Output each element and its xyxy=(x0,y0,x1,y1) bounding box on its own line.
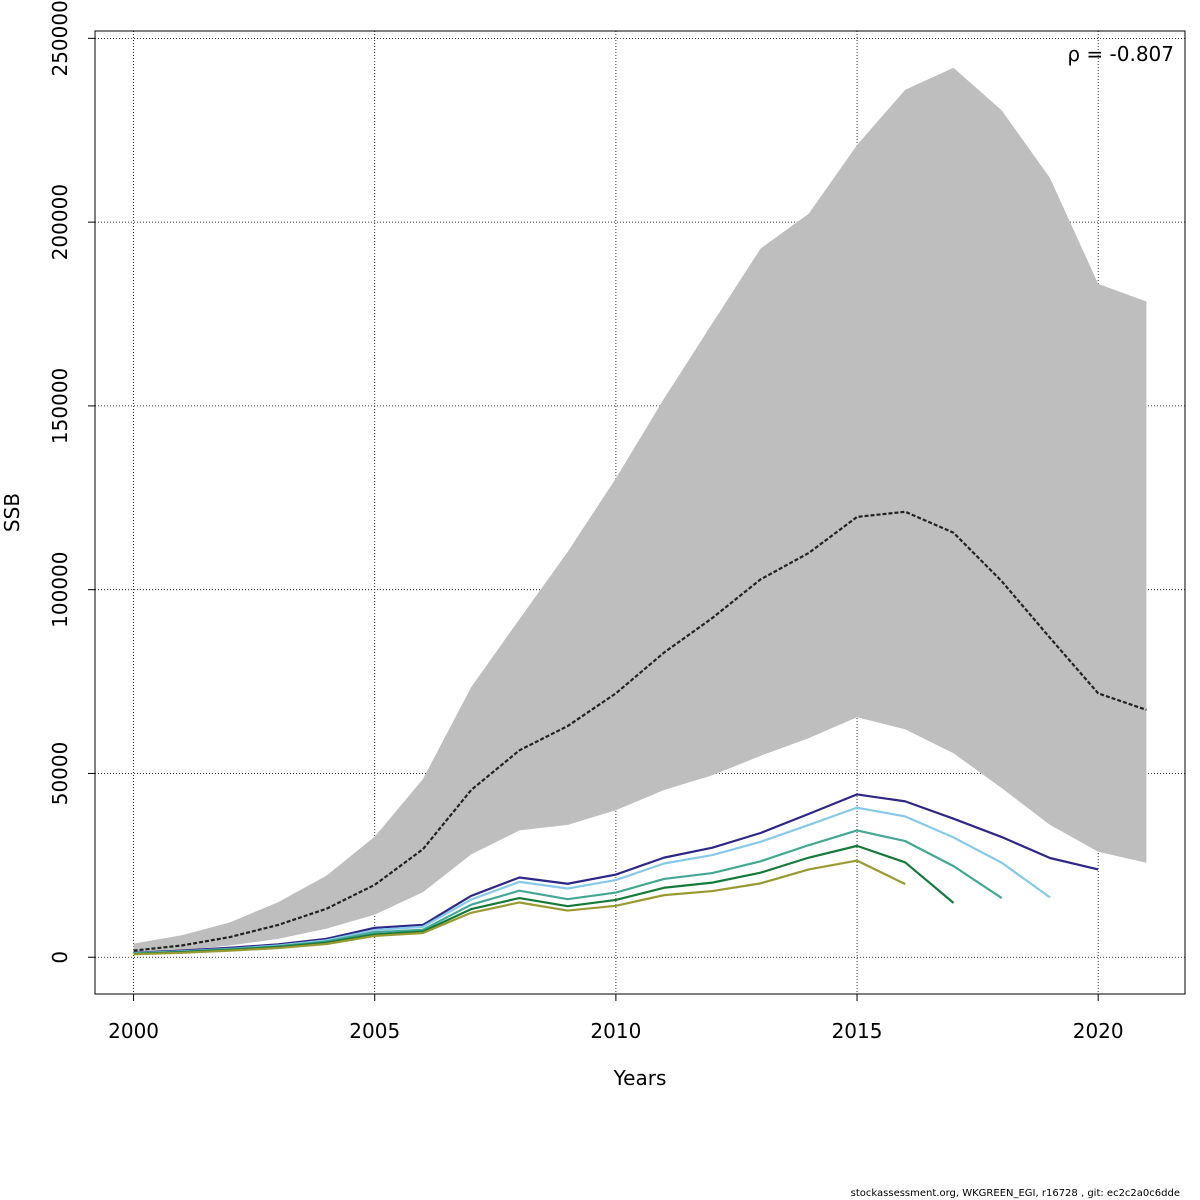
series-line-retro xyxy=(133,793,1099,954)
x-tick-label: 2020 xyxy=(1073,1019,1124,1043)
x-tick-label: 2005 xyxy=(349,1019,400,1043)
y-axis-label: SSB xyxy=(0,493,24,532)
x-tick-label: 2000 xyxy=(108,1019,159,1043)
y-tick-label: 250000 xyxy=(48,0,72,76)
y-tick-label: 150000 xyxy=(48,368,72,444)
x-axis: 2000 2005 2010 2015 2020 xyxy=(108,993,1124,1043)
y-tick-label: 50000 xyxy=(48,742,72,806)
y-axis: 0 50000 100000 150000 200000 250000 xyxy=(48,0,96,964)
series-line-retro xyxy=(133,859,906,956)
confidence-band xyxy=(133,67,1147,954)
x-tick-label: 2010 xyxy=(590,1019,641,1043)
rho-annotation: ρ = -0.807 xyxy=(1067,42,1174,66)
x-tick-label: 2015 xyxy=(832,1019,883,1043)
confidence-band-area xyxy=(133,67,1147,954)
series-line-main xyxy=(133,510,1147,952)
y-tick-label: 100000 xyxy=(48,552,72,628)
x-axis-label: Years xyxy=(613,1066,667,1090)
y-tick-label: 200000 xyxy=(48,184,72,260)
series-lines xyxy=(133,510,1147,956)
y-tick-label: 0 xyxy=(48,951,72,964)
footer-credit: stockassessment.org, WKGREEN_EGI, r16728… xyxy=(850,1188,1180,1199)
